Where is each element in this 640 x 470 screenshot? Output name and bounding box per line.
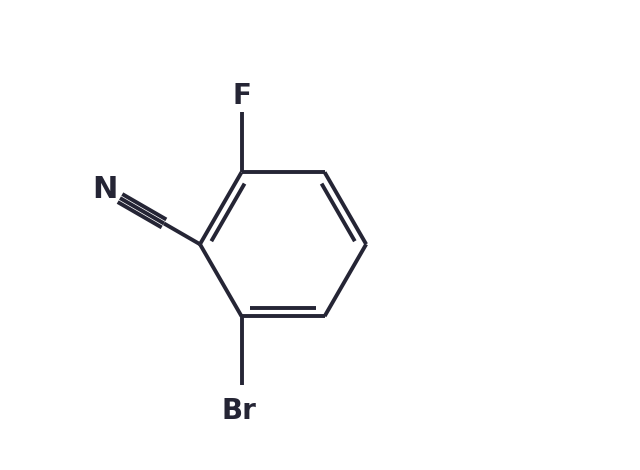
Text: N: N <box>92 175 118 204</box>
Text: Br: Br <box>222 397 257 425</box>
Text: F: F <box>232 82 251 110</box>
